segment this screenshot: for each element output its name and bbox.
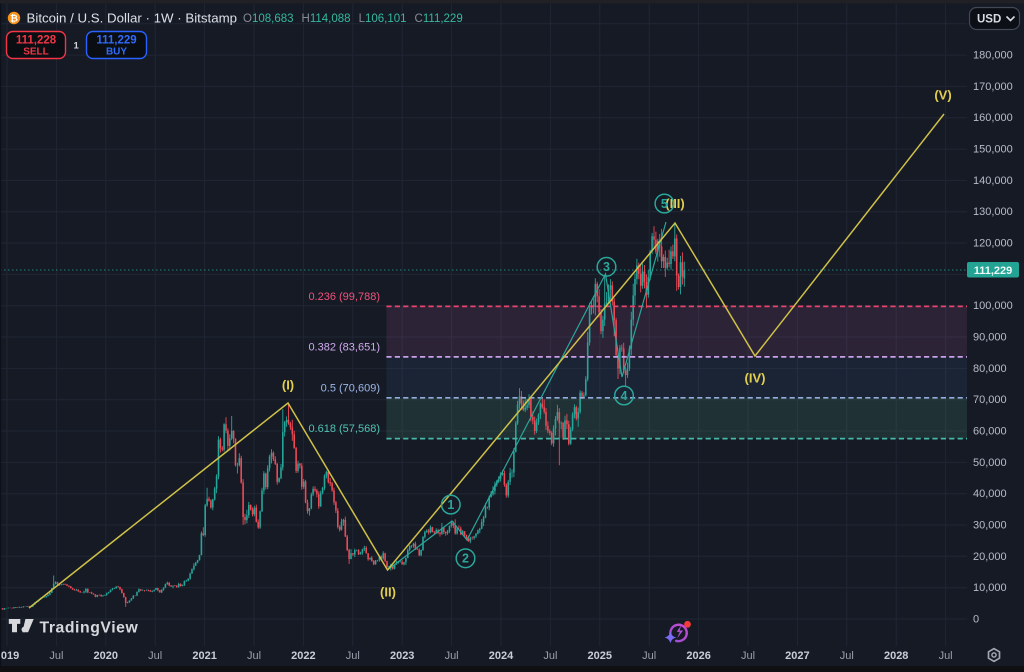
svg-text:Jul: Jul	[840, 650, 854, 662]
svg-text:1: 1	[447, 498, 454, 512]
svg-text:Bitcoin / U.S. Dollar · 1W · B: Bitcoin / U.S. Dollar · 1W · Bitstamp	[27, 11, 238, 26]
svg-text:2: 2	[462, 552, 469, 566]
svg-text:2027: 2027	[785, 650, 809, 662]
svg-text:4: 4	[621, 389, 628, 403]
svg-text:Jul: Jul	[148, 650, 162, 662]
svg-text:2023: 2023	[390, 650, 414, 662]
svg-text:2020: 2020	[94, 650, 118, 662]
svg-text:0.236 (99,788): 0.236 (99,788)	[308, 291, 380, 303]
svg-text:₿: ₿	[10, 13, 18, 24]
svg-text:USD: USD	[977, 14, 1001, 26]
svg-text:100,000: 100,000	[973, 300, 1013, 312]
svg-text:0.5 (70,609): 0.5 (70,609)	[321, 382, 380, 394]
svg-text:2024: 2024	[489, 650, 514, 662]
svg-text:111,228: 111,228	[16, 35, 57, 47]
svg-text:2026: 2026	[686, 650, 710, 662]
svg-text:70,000: 70,000	[973, 394, 1007, 406]
svg-text:1: 1	[74, 41, 80, 52]
svg-text:2021: 2021	[192, 650, 216, 662]
svg-text:50,000: 50,000	[973, 457, 1007, 469]
svg-text:Jul: Jul	[445, 650, 459, 662]
svg-text:TradingView: TradingView	[40, 620, 139, 637]
svg-text:Jul: Jul	[741, 650, 755, 662]
svg-text:140,000: 140,000	[973, 175, 1013, 187]
svg-text:Jul: Jul	[346, 650, 360, 662]
svg-text:(I): (I)	[282, 378, 294, 393]
svg-text:Jul: Jul	[642, 650, 656, 662]
svg-text:60,000: 60,000	[973, 426, 1007, 438]
svg-text:2028: 2028	[884, 650, 908, 662]
svg-text:BUY: BUY	[106, 47, 127, 58]
svg-text:180,000: 180,000	[973, 50, 1013, 62]
svg-text:0.382 (83,651): 0.382 (83,651)	[308, 341, 380, 353]
svg-text:Jul: Jul	[247, 650, 261, 662]
svg-text:0.618 (57,568): 0.618 (57,568)	[308, 423, 380, 435]
svg-text:(II): (II)	[380, 585, 396, 600]
svg-text:160,000: 160,000	[973, 112, 1013, 124]
svg-text:(IV): (IV)	[745, 371, 766, 386]
svg-text:10,000: 10,000	[973, 582, 1007, 594]
svg-text:SELL: SELL	[23, 47, 49, 58]
svg-text:40,000: 40,000	[973, 488, 1007, 500]
svg-text:2022: 2022	[291, 650, 315, 662]
svg-text:30,000: 30,000	[973, 520, 1007, 532]
svg-text:111,229: 111,229	[974, 265, 1013, 277]
svg-text:111,229: 111,229	[96, 35, 136, 47]
svg-text:3: 3	[603, 260, 610, 274]
svg-text:2025: 2025	[588, 650, 612, 662]
svg-text:(V): (V)	[934, 88, 951, 103]
svg-text:80,000: 80,000	[973, 363, 1007, 375]
svg-text:0: 0	[973, 614, 979, 626]
svg-text:2019: 2019	[0, 650, 19, 662]
svg-text:(III): (III)	[665, 196, 685, 211]
svg-text:90,000: 90,000	[973, 332, 1007, 344]
svg-text:120,000: 120,000	[973, 238, 1013, 250]
svg-text:5: 5	[661, 197, 668, 211]
svg-text:20,000: 20,000	[973, 551, 1007, 563]
svg-text:150,000: 150,000	[973, 144, 1013, 156]
svg-text:130,000: 130,000	[973, 206, 1013, 218]
svg-text:Jul: Jul	[49, 650, 63, 662]
svg-text:Jul: Jul	[939, 650, 953, 662]
svg-text:170,000: 170,000	[973, 81, 1013, 93]
svg-text:Jul: Jul	[543, 650, 557, 662]
